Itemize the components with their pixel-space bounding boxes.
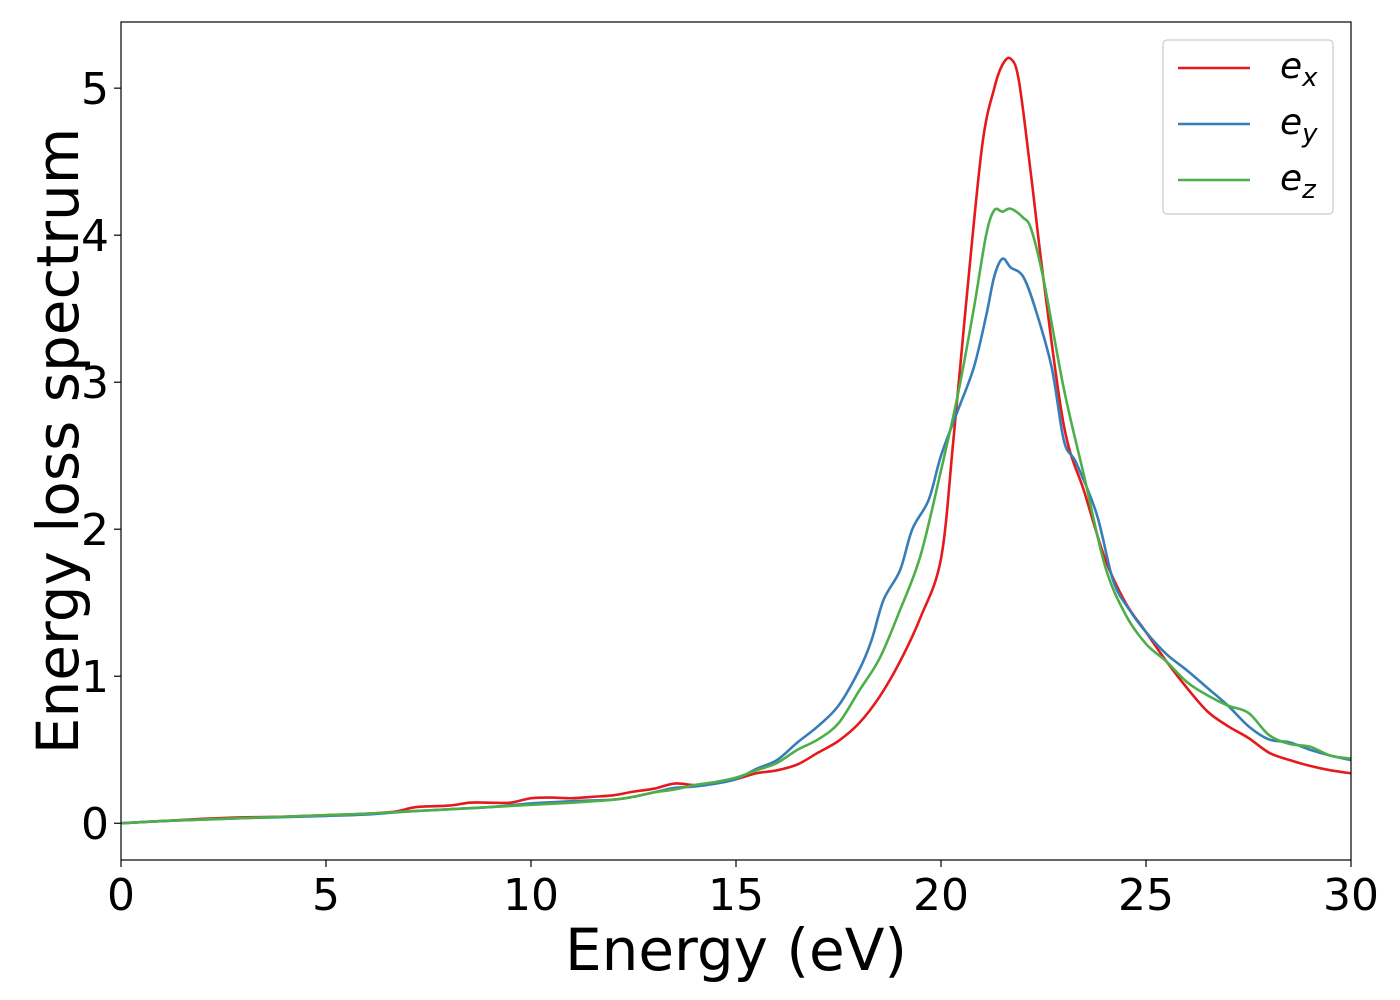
ticks-layer: 0 5 10 15 20 25 30 0 1 2 3 4 5 — [81, 64, 1379, 921]
series-line-ez — [120, 207, 1352, 825]
legend-box — [1162, 39, 1334, 215]
x-tick-label: 15 — [708, 870, 764, 921]
y-tick-label: 5 — [81, 64, 109, 115]
legend-label-ex: ex — [1280, 46, 1318, 93]
y-tick-label: 0 — [81, 799, 109, 850]
y-axis-label: Energy loss spectrum — [24, 128, 92, 754]
y-tick-label: 3 — [81, 358, 109, 409]
y-tick-label: 1 — [81, 652, 109, 703]
y-tick-label: 4 — [81, 211, 109, 262]
x-axis-label: Energy (eV) — [565, 916, 907, 984]
x-tick-label: 30 — [1323, 870, 1379, 921]
y-tick-label: 2 — [81, 505, 109, 556]
legend: ex ey ez — [1162, 39, 1334, 215]
x-tick-label: 10 — [503, 870, 559, 921]
x-tick-label: 25 — [1118, 870, 1174, 921]
series-line-ey — [120, 257, 1352, 825]
x-tick-label: 20 — [913, 870, 969, 921]
series-layer — [120, 56, 1352, 825]
legend-label-ez: ez — [1280, 158, 1317, 205]
x-tick-label: 0 — [107, 870, 135, 921]
legend-label-ey: ey — [1280, 102, 1318, 149]
x-tick-label: 5 — [312, 870, 340, 921]
